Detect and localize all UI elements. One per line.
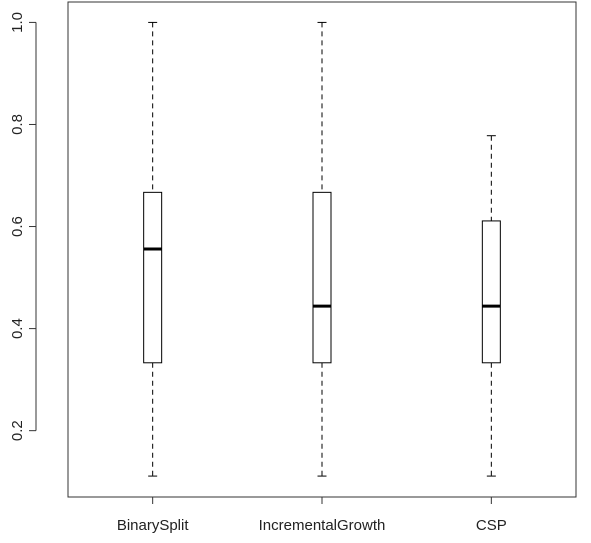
iqr-box: [481, 220, 501, 364]
box-CSP: [481, 135, 501, 477]
y-tick-label: 1.0: [9, 12, 26, 33]
box-IncrementalGrowth: [312, 21, 332, 477]
y-tick-label: 0.4: [9, 318, 26, 339]
iqr-box: [143, 191, 163, 364]
y-tick-label: 0.6: [9, 216, 26, 237]
x-tick-label: CSP: [476, 517, 507, 534]
x-axis: BinarySplit IncrementalGrowth CSP: [117, 496, 507, 534]
boxes-layer: [143, 21, 501, 477]
iqr-box: [312, 191, 332, 364]
box-BinarySplit: [143, 21, 163, 477]
x-tick-label: BinarySplit: [117, 517, 190, 534]
y-axis: 0.2 0.4 0.6 0.8 1.0: [9, 12, 37, 441]
y-tick-label: 0.8: [9, 114, 26, 135]
y-tick-label: 0.2: [9, 420, 26, 441]
x-tick-label: IncrementalGrowth: [259, 517, 386, 534]
